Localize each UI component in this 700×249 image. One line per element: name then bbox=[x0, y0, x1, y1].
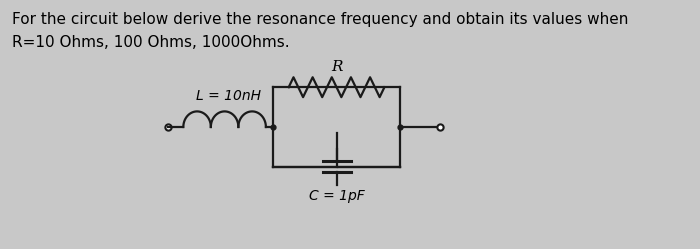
Text: L = 10nH: L = 10nH bbox=[196, 89, 260, 103]
Text: R=10 Ohms, 100 Ohms, 1000Ohms.: R=10 Ohms, 100 Ohms, 1000Ohms. bbox=[12, 36, 290, 51]
Text: R: R bbox=[331, 60, 342, 74]
Text: For the circuit below derive the resonance frequency and obtain its values when: For the circuit below derive the resonan… bbox=[12, 12, 629, 27]
Text: C = 1pF: C = 1pF bbox=[309, 189, 365, 203]
